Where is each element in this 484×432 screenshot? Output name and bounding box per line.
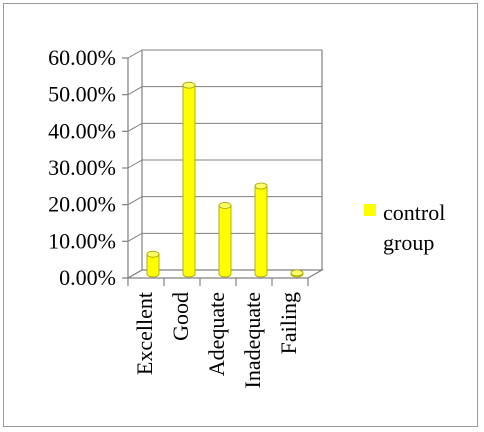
bar-top [146, 250, 160, 258]
category-labels: Excellent Good Adequate Inadequate Failing [132, 292, 301, 389]
y-tick-label: 40.00% [48, 118, 116, 143]
x-category-label: Good [168, 292, 193, 341]
gridline [127, 159, 322, 169]
bar [290, 269, 304, 278]
bar [254, 182, 268, 278]
gridline [127, 49, 322, 59]
y-tick-label: 0.00% [59, 265, 116, 290]
bar-top [218, 202, 232, 209]
axes [122, 50, 325, 286]
y-tick-label: 30.00% [48, 155, 116, 180]
legend-label-line2: group [383, 230, 434, 255]
bar-body [146, 253, 160, 278]
y-tick-label: 20.00% [48, 192, 116, 217]
bar [218, 202, 232, 278]
bar-body [254, 185, 268, 278]
legend: control group [364, 200, 445, 255]
chart-frame [3, 3, 478, 427]
legend-label-line1: control [383, 200, 445, 225]
bar-body [182, 84, 196, 278]
legend-swatch-control-group [364, 204, 376, 216]
chart-floor [125, 269, 325, 279]
bar-top [290, 269, 304, 277]
bar-top [254, 182, 268, 190]
y-tick-labels: 0.00% 10.00% 20.00% 30.00% 40.00% 50.00% 60.00… [48, 45, 116, 290]
y-tick-label: 10.00% [48, 228, 116, 253]
bar [182, 81, 196, 278]
y-tick-label: 60.00% [48, 45, 116, 70]
gridline [127, 86, 322, 96]
y-tick-label: 50.00% [48, 82, 116, 107]
bars [146, 81, 304, 278]
x-category-label: Excellent [132, 292, 157, 375]
x-category-label: Adequate [204, 292, 229, 376]
bar [146, 250, 160, 278]
bar-top [182, 81, 196, 89]
gridline [127, 122, 322, 132]
x-category-label: Failing [276, 292, 301, 354]
x-category-label: Inadequate [240, 292, 265, 389]
bar-body [218, 205, 232, 278]
